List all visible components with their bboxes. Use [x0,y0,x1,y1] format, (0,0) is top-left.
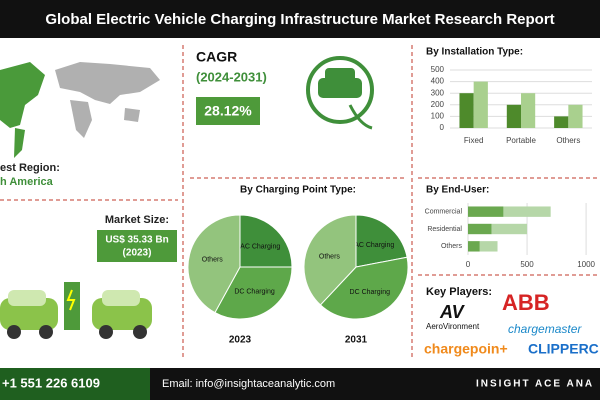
slice-label: Others [319,253,341,260]
player-logo: chargepoin+ [424,341,508,357]
ev-cars-illustration [0,282,152,339]
market-size-year: (2023) [123,248,152,259]
phone-box [0,368,150,400]
cagr-box [196,97,260,125]
cagr-label: CAGR [196,49,237,65]
slice-label: Others [202,257,224,264]
y-tick-label: 100 [431,112,445,121]
slice-label: AC Charging [354,242,394,249]
pie-slice [319,256,409,320]
x-tick-label: 1000 [577,260,595,269]
player-logo: AeroVironment [426,322,480,331]
title-bar [0,0,600,38]
bar [468,223,492,235]
cagr-value: 28.12% [204,103,252,119]
pie-slice [303,214,357,306]
chart-title: By Installation Type: [426,47,523,58]
pie-title: 2023 [229,335,252,346]
x-tick-label: Others [556,136,580,145]
y-tick-label: 0 [440,123,445,132]
cagr-period: (2024-2031) [196,69,267,84]
bar [459,93,474,128]
slice-label: DC Charging [234,288,275,295]
y-tick-label: 400 [431,77,445,86]
bar [479,241,498,252]
bar [503,206,551,217]
y-tick-label: 500 [431,65,445,74]
page-title: Global Electric Vehicle Charging Infrast… [45,11,554,28]
market-size-label: Market Size: [105,214,169,226]
bar [506,104,521,128]
pie-section-title: By Charging Point Type: [240,185,356,196]
region-label: est Region: [0,162,60,174]
email: Email: info@insightaceanalytic.com [162,378,335,390]
bar [491,223,528,235]
pie-slice [355,214,408,268]
bar [568,104,583,128]
phone: +1 551 226 6109 [2,375,100,390]
y-tick-label: Residential [427,226,462,233]
key-players-title: Key Players: [426,286,492,298]
y-tick-label: Commercial [425,209,463,216]
x-tick-label: 500 [520,260,534,269]
x-tick-label: Portable [506,136,536,145]
x-tick-label: Fixed [464,136,484,145]
pie-slice [187,214,241,314]
world-map [0,62,160,158]
ev-icon [306,56,374,130]
pie-title: 2031 [345,335,368,346]
y-tick-label: 300 [431,88,445,97]
brand: INSIGHT ACE ANA [476,379,594,390]
chart-title: By End-User: [426,185,489,196]
slice-label: AC Charging [240,244,280,251]
y-tick-label: 200 [431,100,445,109]
x-tick-label: 0 [466,260,471,269]
player-logo: CLIPPERC [528,341,599,357]
player-logo-mark: AV [439,302,466,322]
bar [468,206,504,217]
bar [468,241,480,252]
pie-slice [239,214,293,268]
bar [473,81,488,128]
player-logo: ABB [502,290,550,315]
market-size-value: US$ 35.33 Bn [105,235,168,246]
y-tick-label: Others [441,243,463,250]
slice-label: DC Charging [350,289,391,296]
bar [521,93,536,128]
bar [554,116,569,128]
region-value: h America [0,176,54,188]
player-logo: chargemaster [508,322,582,336]
pie-slice [214,266,293,320]
market-size-box [97,230,177,262]
